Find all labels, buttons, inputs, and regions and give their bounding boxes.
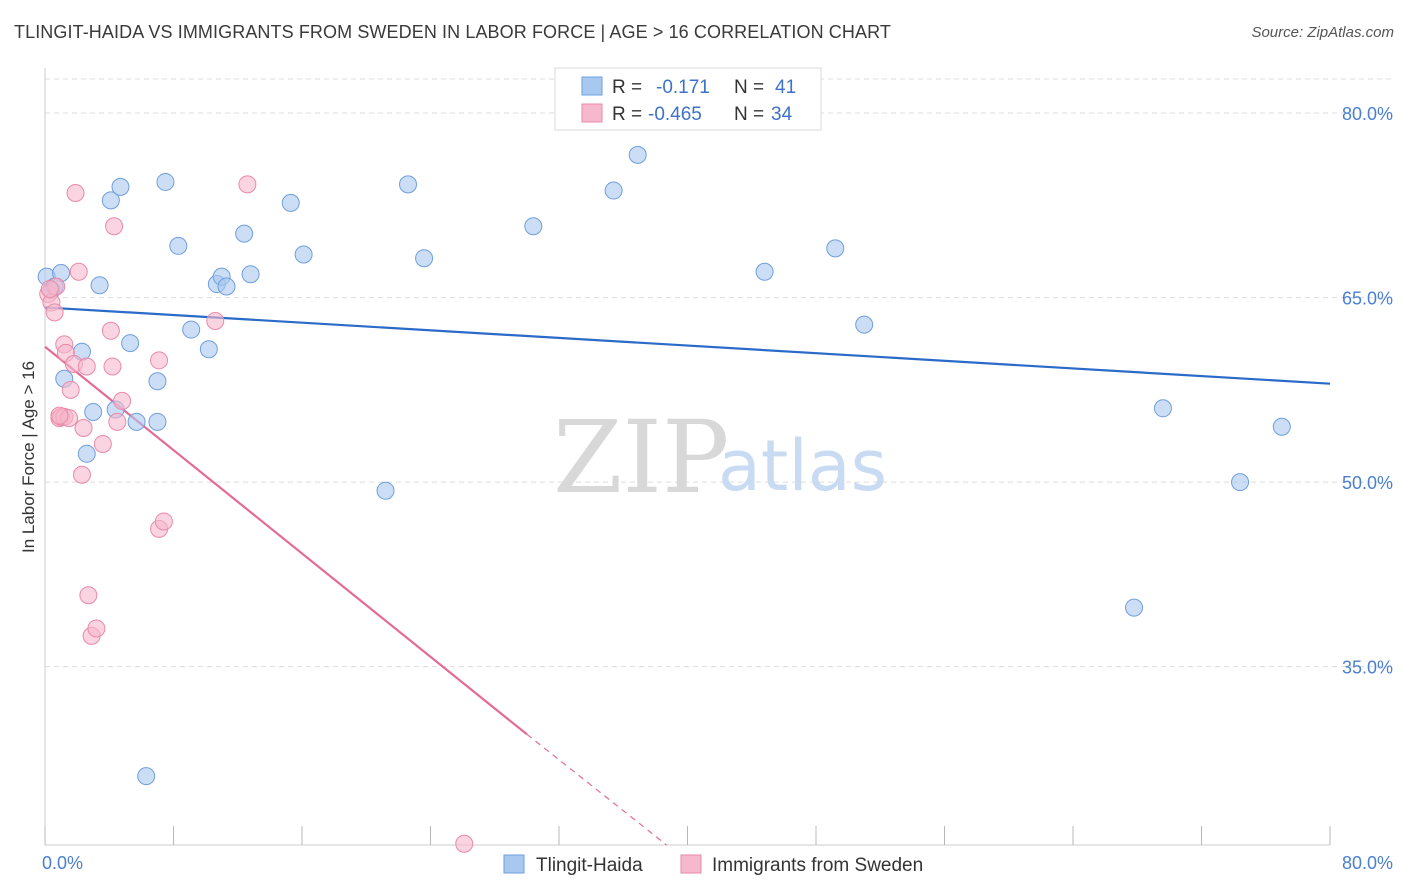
point-tlingit-haida [121,334,140,353]
legend-n-label-1: N = [734,77,764,98]
point-tlingit-haida [524,217,543,236]
legend-r-value-2: -0.465 [648,104,702,125]
y-tick-label: 80.0% [1342,104,1393,124]
point-sweden [69,262,88,281]
point-tlingit-haida [156,172,175,191]
point-tlingit-haida [199,340,218,359]
point-tlingit-haida [169,236,188,255]
point-tlingit-haida [241,265,260,284]
point-sweden [150,351,169,370]
grid-lines [45,78,1395,668]
point-tlingit-haida [77,444,96,463]
point-tlingit-haida [1153,399,1172,418]
point-sweden [154,512,173,531]
watermark-zip: ZIP [553,399,729,516]
bottom-legend-label-sweden: Immigrants from Sweden [712,855,923,876]
point-sweden [50,406,69,425]
point-tlingit-haida [84,402,103,421]
legend-r-label-1: R = [612,77,642,98]
point-tlingit-haida [826,239,845,258]
data-points [37,145,1291,853]
point-tlingit-haida [137,767,156,786]
trend-lines [44,306,1331,846]
bottom-legend-swatch-pink [680,854,702,874]
point-sweden [101,321,120,340]
legend-n-label-2: N = [734,104,764,125]
point-tlingit-haida [111,177,130,196]
stats-legend: R = -0.171 N = 41 R = -0.465 N = 34 [554,67,822,131]
point-sweden [103,357,122,376]
point-tlingit-haida [294,245,313,264]
x-tick-label: 0.0% [42,853,83,873]
point-sweden [45,303,64,322]
series-legend: Tlingit-Haida Immigrants from Sweden [503,854,923,876]
point-tlingit-haida [376,481,395,500]
point-sweden [72,465,91,484]
point-tlingit-haida [628,145,647,164]
y-tick-label: 50.0% [1342,473,1393,493]
point-tlingit-haida [399,175,418,194]
bottom-legend-swatch-blue [503,854,525,874]
point-sweden [87,619,106,638]
point-tlingit-haida [1272,417,1291,436]
point-sweden [40,279,59,298]
point-sweden [79,586,98,605]
point-tlingit-haida [101,191,120,210]
legend-n-value-2: 34 [771,104,793,125]
point-sweden [206,311,225,330]
point-tlingit-haida [127,412,146,431]
point-tlingit-haida [1125,598,1144,617]
point-tlingit-haida [755,262,774,281]
x-tick-label: 80.0% [1342,853,1393,873]
point-sweden [77,357,96,376]
point-tlingit-haida [148,372,167,391]
y-axis-label: In Labor Force | Age > 16 [19,361,38,553]
point-sweden [113,391,132,410]
point-tlingit-haida [415,249,434,268]
watermark-atlas: atlas [718,425,887,507]
point-tlingit-haida [90,276,109,295]
trend-line-tlingit-haida [44,306,1331,385]
point-tlingit-haida [281,193,300,212]
point-tlingit-haida [217,277,236,296]
source-label: Source: ZipAtlas.com [1251,24,1394,41]
legend-n-value-1: 41 [775,77,796,98]
point-tlingit-haida [148,412,167,431]
point-sweden [93,434,112,453]
chart-title: TLINGIT-HAIDA VS IMMIGRANTS FROM SWEDEN … [14,22,891,42]
legend-r-value-1: -0.171 [656,77,710,98]
point-sweden [105,217,124,236]
trend-line-sweden [44,345,528,736]
point-sweden [455,834,474,853]
point-sweden [74,418,93,437]
point-sweden [108,412,127,431]
axes [44,68,1331,846]
tick-labels: 35.0% 50.0% 65.0% 80.0% 0.0% 80.0% [42,104,1393,873]
point-tlingit-haida [182,320,201,339]
point-tlingit-haida [855,315,874,334]
point-tlingit-haida [1231,473,1250,492]
y-tick-label: 65.0% [1342,289,1393,309]
point-sweden [66,184,85,203]
trend-line-sweden-extension [526,733,667,846]
legend-swatch-pink [581,103,603,123]
legend-swatch-blue [581,76,603,96]
point-sweden [61,380,80,399]
point-sweden [238,175,257,194]
legend-r-label-2: R = [612,104,642,125]
point-tlingit-haida [604,181,623,200]
bottom-legend-label-tlingit: Tlingit-Haida [536,855,643,876]
y-tick-label: 35.0% [1342,658,1393,678]
point-tlingit-haida [235,224,254,243]
